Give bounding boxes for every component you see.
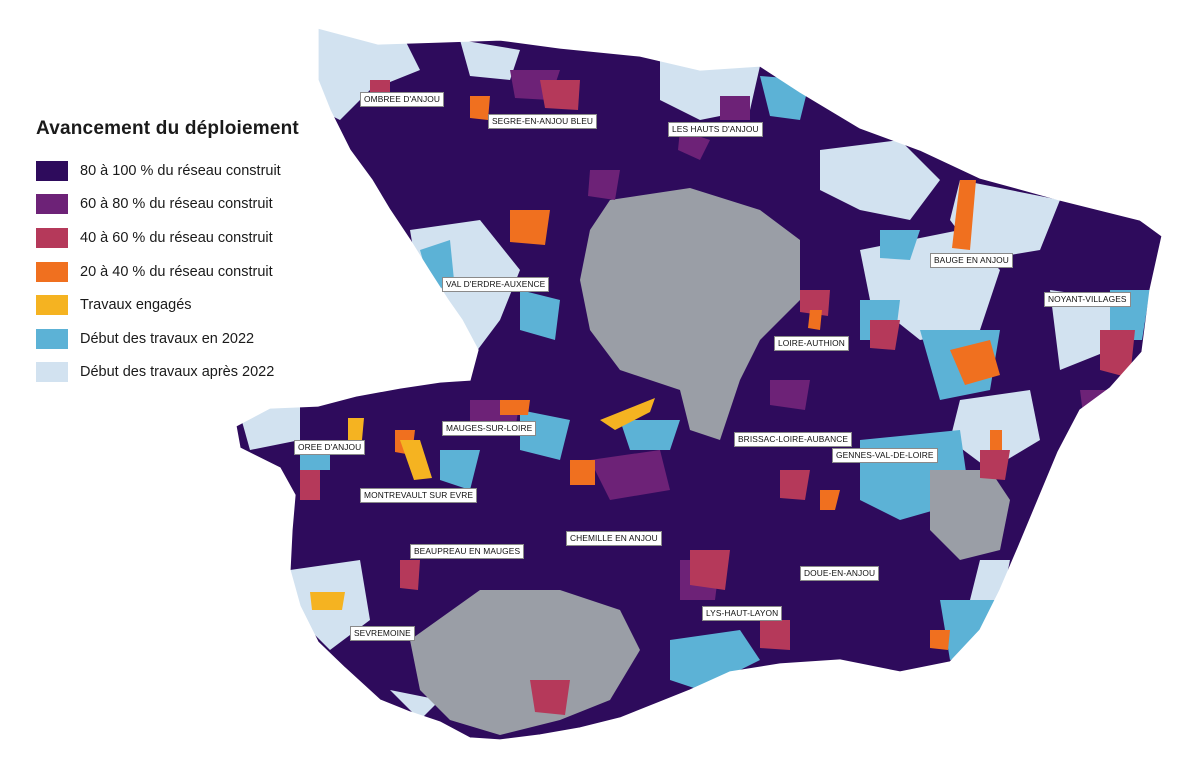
legend-swatch xyxy=(36,362,68,383)
place-label-hauts-anjou: LES HAUTS D'ANJOU xyxy=(668,122,763,137)
place-label-noyant-villages: NOYANT-VILLAGES xyxy=(1044,292,1131,307)
legend-item-debut-2022: Début des travaux en 2022 xyxy=(36,322,366,356)
legend-label: 40 à 60 % du réseau construit xyxy=(80,229,273,246)
place-label-lys-haut-layon: LYS-HAUT-LAYON xyxy=(702,606,783,621)
place-label-gennes-val-de-loire: GENNES-VAL-DE-LOIRE xyxy=(832,448,938,463)
legend-item-travaux-engages: Travaux engagés xyxy=(36,288,366,322)
place-label-ombree-anjou: OMBREE D'ANJOU xyxy=(360,92,445,107)
place-label-chemille-anjou: CHEMILLE EN ANJOU xyxy=(566,531,662,546)
place-label-val-erdre-auxence: VAL D'ERDRE-AUXENCE xyxy=(442,277,550,292)
place-label-mauges-sur-loire: MAUGES-SUR-LOIRE xyxy=(442,421,537,436)
legend-label: Début des travaux après 2022 xyxy=(80,364,275,381)
place-label-doue-anjou: DOUE-EN-ANJOU xyxy=(800,566,880,581)
legend-swatch xyxy=(36,194,68,215)
legend-swatch xyxy=(36,261,68,282)
legend-swatch xyxy=(36,160,68,181)
legend-label: 60 à 80 % du réseau construit xyxy=(80,196,273,213)
legend-label: Début des travaux en 2022 xyxy=(80,330,255,347)
place-label-bauge-anjou: BAUGE EN ANJOU xyxy=(930,253,1013,268)
legend-title: Avancement du déploiement xyxy=(36,118,299,139)
place-label-loire-authion: LOIRE-AUTHION xyxy=(774,336,849,351)
legend-item-40-60: 40 à 60 % du réseau construit xyxy=(36,221,366,255)
legend-item-60-80: 60 à 80 % du réseau construit xyxy=(36,188,366,222)
legend-swatch xyxy=(36,227,68,248)
legend-label: 20 à 40 % du réseau construit xyxy=(80,263,273,280)
place-label-segre-anjou-bleu: SEGRE-EN-ANJOU BLEU xyxy=(488,114,598,129)
legend-label: 80 à 100 % du réseau construit xyxy=(80,162,281,179)
legend-item-80-100: 80 à 100 % du réseau construit xyxy=(36,154,366,188)
place-label-montrevault-sur-evre: MONTREVAULT SUR EVRE xyxy=(360,488,478,503)
legend-item-20-40: 20 à 40 % du réseau construit xyxy=(36,255,366,289)
map-legend: Avancement du déploiement 80 à 100 % du … xyxy=(36,118,366,389)
place-label-beaupreau-mauges: BEAUPREAU EN MAUGES xyxy=(410,544,525,559)
legend-swatch xyxy=(36,328,68,349)
legend-label: Travaux engagés xyxy=(80,297,192,314)
place-label-sevremoine: SEVREMOINE xyxy=(350,626,415,641)
place-label-oree-anjou: OREE D'ANJOU xyxy=(294,440,366,455)
legend-swatch xyxy=(36,295,68,316)
place-label-brissac-loire-aubance: BRISSAC-LOIRE-AUBANCE xyxy=(734,432,853,447)
legend-item-apres-2022: Début des travaux après 2022 xyxy=(36,356,366,390)
